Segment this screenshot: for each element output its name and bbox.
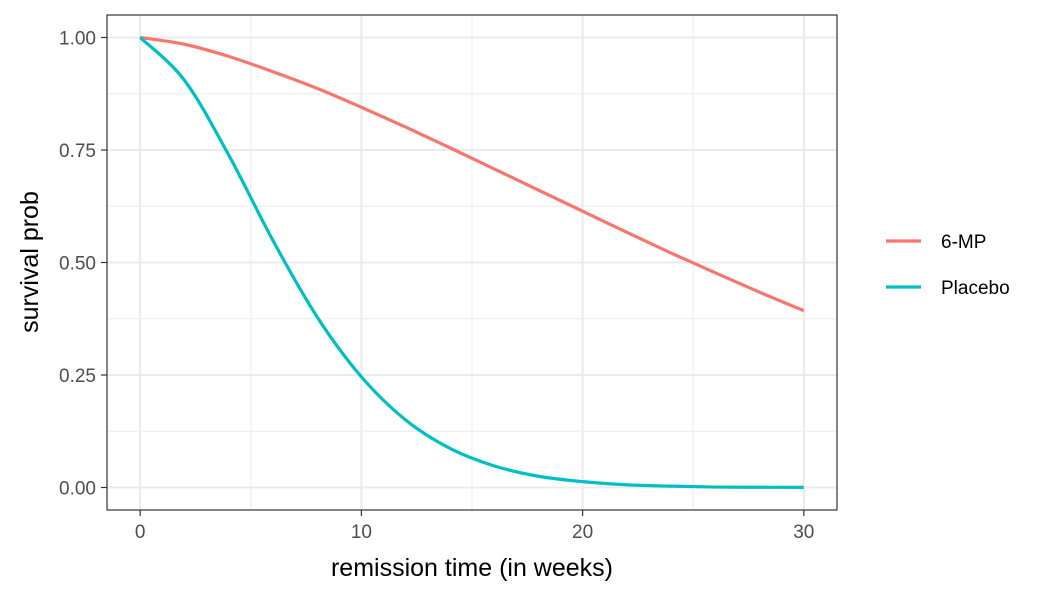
x-axis: 0 10 20 30	[135, 510, 814, 543]
y-axis-title: survival prob	[16, 191, 44, 333]
x-tick-label: 10	[351, 522, 372, 543]
y-tick-label: 0.00	[59, 479, 96, 500]
y-tick-label: 0.50	[59, 254, 96, 275]
y-tick-label: 1.00	[59, 29, 96, 50]
y-tick-label: 0.25	[59, 366, 96, 387]
series-line-6-mp	[139, 35, 805, 313]
x-tick-label: 20	[572, 522, 593, 543]
y-axis: 0.00 0.25 0.50 0.75 1.00	[59, 29, 107, 500]
series-lines	[139, 35, 805, 490]
legend-label: 6-MP	[941, 232, 986, 253]
legend: 6-MP Placebo	[886, 232, 1010, 299]
major-gridlines	[107, 15, 837, 510]
x-tick-label: 30	[793, 522, 814, 543]
series-line-placebo	[139, 36, 804, 490]
x-axis-title: remission time (in weeks)	[331, 554, 613, 582]
x-tick-label: 0	[135, 522, 146, 543]
legend-label: Placebo	[941, 278, 1010, 299]
y-tick-label: 0.75	[59, 141, 96, 162]
